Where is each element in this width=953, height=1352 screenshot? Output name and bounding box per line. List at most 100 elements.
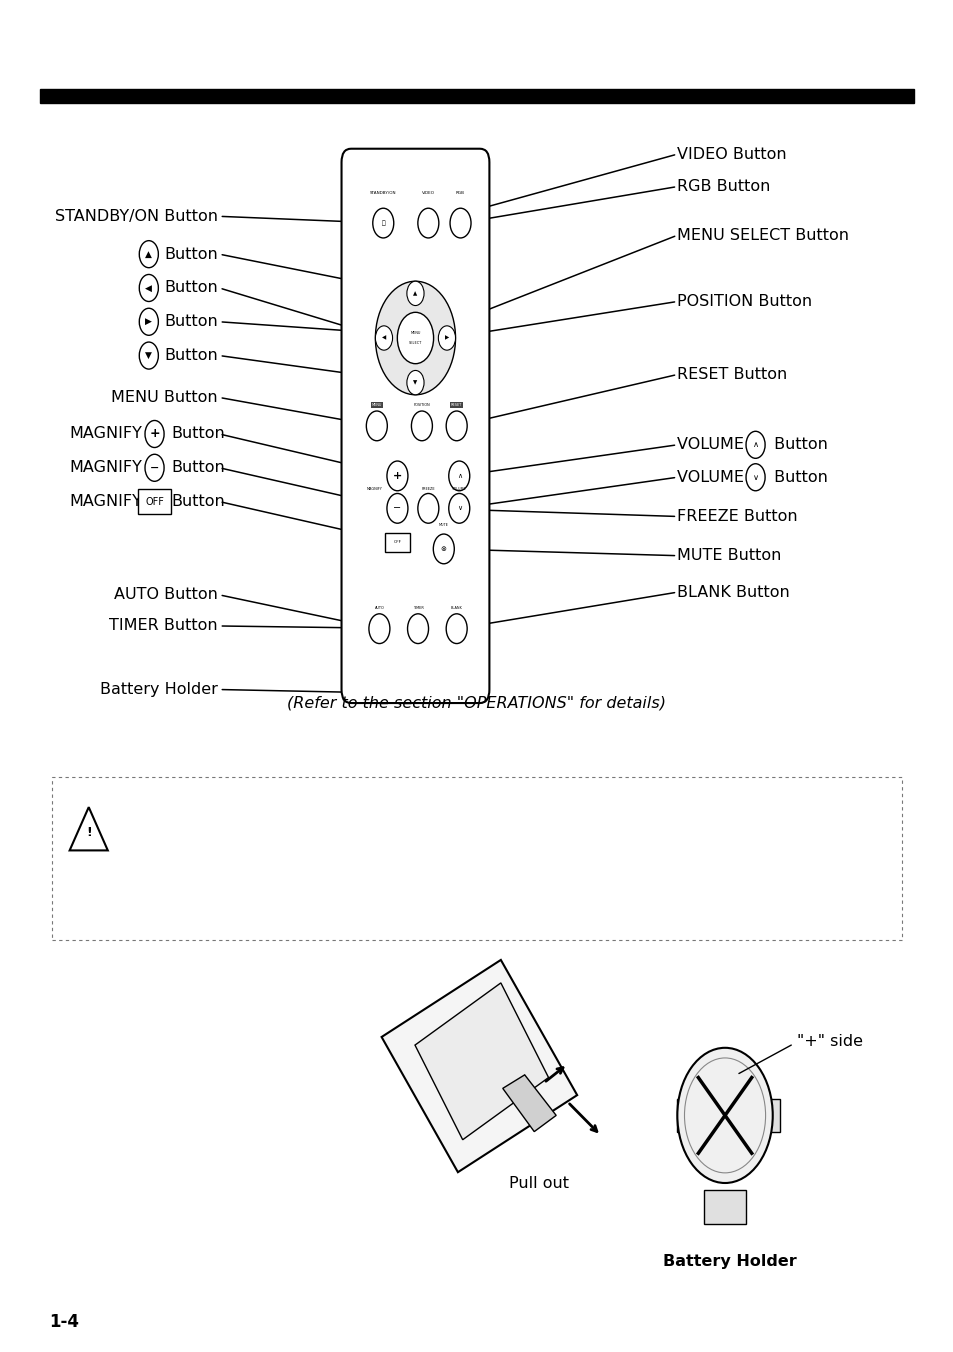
Text: ⏻: ⏻	[381, 220, 385, 226]
Text: STANDBY/ON: STANDBY/ON	[370, 192, 396, 195]
Text: +: +	[149, 427, 160, 441]
Text: −: −	[393, 503, 401, 514]
Text: RESET: RESET	[451, 403, 462, 407]
Text: TIMER: TIMER	[413, 606, 423, 610]
FancyBboxPatch shape	[341, 149, 489, 703]
Text: −: −	[150, 462, 159, 473]
Circle shape	[406, 281, 423, 306]
Text: ∨: ∨	[456, 506, 461, 511]
Text: "+" side: "+" side	[796, 1033, 862, 1049]
Circle shape	[139, 274, 158, 301]
Text: 1-4: 1-4	[50, 1313, 79, 1332]
Text: ▼: ▼	[413, 380, 417, 385]
Text: TIMER Button: TIMER Button	[109, 618, 217, 634]
Circle shape	[396, 312, 433, 364]
Circle shape	[407, 614, 428, 644]
Text: FREEZE: FREEZE	[421, 488, 435, 491]
Text: ▲: ▲	[145, 250, 152, 258]
Text: MAGNIFY: MAGNIFY	[70, 426, 142, 442]
FancyBboxPatch shape	[703, 1190, 745, 1224]
Circle shape	[684, 1057, 764, 1174]
Text: ◀: ◀	[145, 284, 152, 292]
Circle shape	[411, 411, 432, 441]
Text: ▲: ▲	[413, 291, 417, 296]
Circle shape	[387, 493, 408, 523]
Text: Button: Button	[164, 314, 217, 330]
Text: OFF: OFF	[145, 496, 164, 507]
Text: Button: Button	[172, 426, 225, 442]
Text: VOLUME: VOLUME	[677, 437, 749, 453]
Text: RGB: RGB	[456, 192, 464, 195]
Circle shape	[369, 614, 390, 644]
Circle shape	[745, 464, 764, 491]
Circle shape	[139, 241, 158, 268]
Text: Pull out: Pull out	[509, 1175, 568, 1191]
Text: RESET Button: RESET Button	[677, 366, 787, 383]
Text: VOLUME: VOLUME	[677, 469, 749, 485]
FancyBboxPatch shape	[52, 777, 901, 940]
Text: ◀: ◀	[381, 335, 386, 341]
Text: AUTO Button: AUTO Button	[113, 587, 217, 603]
Text: +: +	[393, 470, 401, 481]
Polygon shape	[70, 807, 108, 850]
Text: Button: Button	[164, 280, 217, 296]
Text: MENU Button: MENU Button	[111, 389, 217, 406]
Text: ⊗: ⊗	[440, 546, 446, 552]
Text: MENU SELECT Button: MENU SELECT Button	[677, 227, 848, 243]
Text: MAGNIFY: MAGNIFY	[366, 488, 382, 491]
Text: MUTE Button: MUTE Button	[677, 548, 781, 564]
Circle shape	[375, 326, 393, 350]
Circle shape	[446, 614, 467, 644]
Text: BLANK Button: BLANK Button	[677, 584, 789, 600]
FancyBboxPatch shape	[138, 489, 171, 514]
Text: MAGNIFY: MAGNIFY	[70, 460, 142, 476]
Text: VOLUME: VOLUME	[452, 488, 466, 491]
Circle shape	[406, 370, 423, 395]
Circle shape	[139, 308, 158, 335]
Circle shape	[745, 431, 764, 458]
Polygon shape	[381, 960, 577, 1172]
Circle shape	[417, 208, 438, 238]
Text: MENU: MENU	[372, 403, 381, 407]
Circle shape	[145, 454, 164, 481]
Circle shape	[373, 208, 394, 238]
Circle shape	[145, 420, 164, 448]
Text: MENU: MENU	[410, 331, 420, 334]
Text: RGB Button: RGB Button	[677, 178, 770, 195]
Polygon shape	[415, 983, 548, 1140]
Text: VIDEO: VIDEO	[421, 192, 435, 195]
Circle shape	[366, 411, 387, 441]
Text: ▶: ▶	[444, 335, 449, 341]
Text: Battery Holder: Battery Holder	[662, 1253, 796, 1270]
Text: AUTO: AUTO	[375, 606, 384, 610]
Text: Button: Button	[164, 246, 217, 262]
Text: Button: Button	[172, 460, 225, 476]
Text: ▶: ▶	[145, 318, 152, 326]
Text: STANDBY/ON Button: STANDBY/ON Button	[54, 208, 217, 224]
Circle shape	[375, 281, 455, 395]
Text: Button: Button	[768, 469, 827, 485]
Circle shape	[450, 208, 471, 238]
Text: MUTE: MUTE	[438, 523, 448, 526]
Circle shape	[417, 493, 438, 523]
Circle shape	[437, 326, 455, 350]
Text: BLANK: BLANK	[450, 606, 462, 610]
Text: MAGNIFY: MAGNIFY	[70, 493, 142, 510]
Text: !: !	[86, 826, 91, 840]
Text: (Refer to the section "OPERATIONS" for details): (Refer to the section "OPERATIONS" for d…	[287, 695, 666, 711]
Text: Button: Button	[172, 493, 225, 510]
Text: ∧: ∧	[752, 441, 758, 449]
Polygon shape	[502, 1075, 556, 1132]
Text: VIDEO Button: VIDEO Button	[677, 146, 786, 162]
Circle shape	[387, 461, 408, 491]
FancyBboxPatch shape	[385, 533, 410, 552]
Text: ▼: ▼	[145, 352, 152, 360]
Text: Battery Holder: Battery Holder	[99, 681, 217, 698]
Circle shape	[446, 411, 467, 441]
Text: POSITION: POSITION	[414, 403, 430, 407]
Text: ∨: ∨	[752, 473, 758, 481]
Circle shape	[677, 1048, 772, 1183]
Circle shape	[448, 493, 469, 523]
Text: OFF: OFF	[393, 541, 401, 544]
Circle shape	[139, 342, 158, 369]
